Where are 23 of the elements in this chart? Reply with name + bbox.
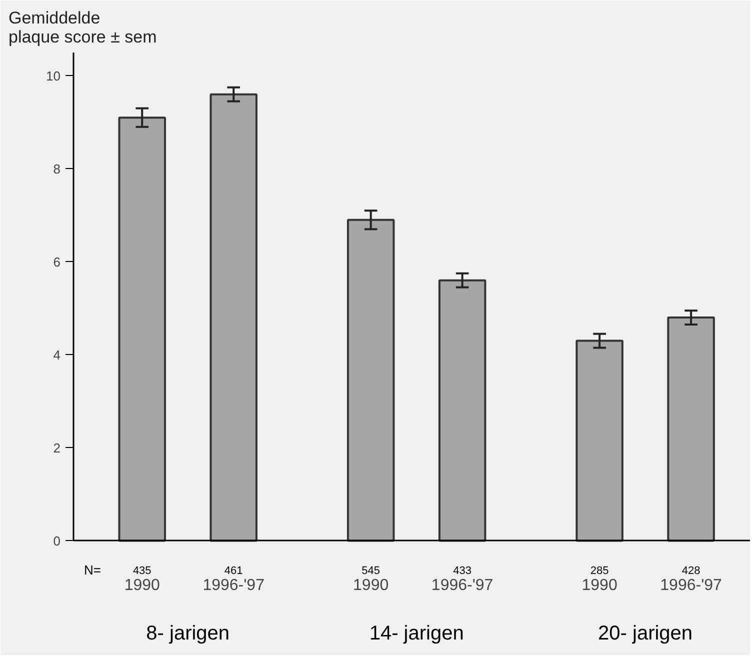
x-tick-label: 1990 (353, 576, 389, 594)
y-tick-label: 6 (53, 254, 61, 270)
y-axis-title: Gemiddelde plaque score ± sem (8, 8, 157, 46)
text: 8- jarigen (146, 622, 230, 645)
text: 461 (224, 565, 243, 578)
text: 545 (362, 565, 380, 578)
y-tick-label: 0 (53, 533, 61, 548)
text: 20- jarigen (598, 622, 693, 645)
text: N= (84, 562, 101, 578)
x-tick-label: 1996-'97 (431, 576, 494, 594)
y-tick-label: 2 (53, 440, 61, 456)
text: 428 (682, 565, 700, 578)
x-tick-label: 1990 (582, 576, 618, 594)
y-tick-label: 10 (46, 68, 61, 84)
text: 14- jarigen (369, 622, 464, 645)
x-tick-label: 1996-'97 (660, 576, 722, 594)
y-tick-label: 4 (53, 347, 61, 362)
x-tick-label: 1990 (124, 576, 160, 594)
text: 285 (590, 565, 609, 578)
y-tick-label: 8 (53, 161, 61, 176)
x-tick-label: 1996-'97 (202, 576, 265, 594)
text: 435 (132, 565, 152, 578)
text: 433 (453, 565, 472, 578)
